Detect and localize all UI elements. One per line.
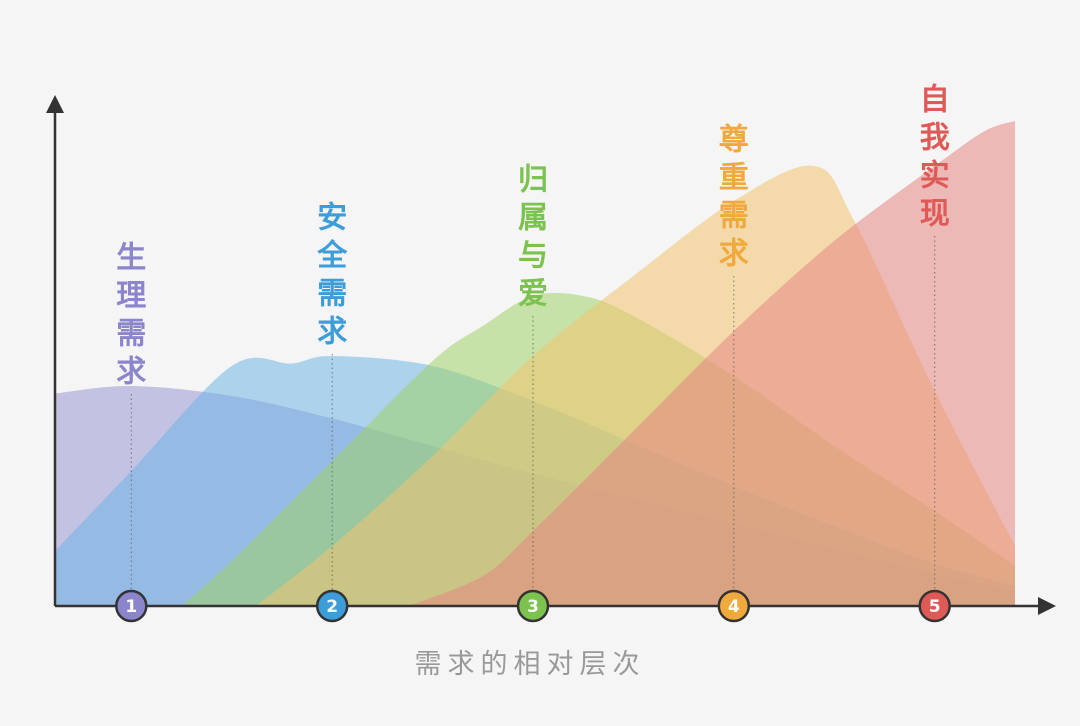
- level-markers-group: 1 2 3 4 5: [115, 589, 951, 623]
- level-marker-circle: [717, 589, 751, 623]
- level-marker-number: 3: [527, 597, 539, 617]
- series-label-char: 自: [920, 83, 950, 118]
- series-label-char: 实: [920, 159, 950, 194]
- level-marker-1: 1: [115, 589, 148, 623]
- x-axis-arrow: [1038, 597, 1056, 615]
- series-label-char: 归: [518, 163, 548, 198]
- series-label-char: 全: [316, 239, 348, 274]
- series-label-char: 需: [317, 277, 347, 312]
- series-label-char: 求: [719, 237, 749, 272]
- level-marker-5: 5: [918, 589, 951, 623]
- series-label-char: 理: [116, 279, 146, 314]
- level-marker-2: 2: [315, 589, 349, 623]
- series-label-char: 求: [116, 355, 146, 390]
- level-marker-4: 4: [717, 589, 751, 623]
- series-label-char: 需: [719, 199, 749, 234]
- level-marker-number: 1: [125, 597, 137, 617]
- series-label-char: 我: [920, 121, 950, 156]
- series-label-char: 重: [719, 161, 749, 196]
- level-marker-circle: [115, 589, 148, 623]
- series-label-char: 安: [317, 201, 347, 236]
- series-label-char: 尊: [719, 123, 749, 158]
- x-axis-title: 需求的相对层次: [415, 649, 646, 680]
- series-label-char: 需: [116, 317, 146, 352]
- level-marker-number: 2: [326, 597, 338, 617]
- area-series-5: [408, 121, 1015, 606]
- area-series-group: [55, 121, 1016, 606]
- series-label-char: 求: [317, 315, 347, 350]
- level-marker-circle: [315, 589, 349, 623]
- level-marker-3: 3: [516, 589, 550, 623]
- series-label-char: 生: [116, 241, 146, 276]
- level-marker-number: 5: [929, 597, 941, 617]
- guide-lines-group: [130, 236, 936, 590]
- series-label-char: 属: [518, 201, 548, 236]
- level-marker-number: 4: [728, 597, 740, 617]
- series-label-char: 与: [518, 239, 548, 274]
- y-axis-arrow: [46, 95, 64, 113]
- series-label-char: 现: [920, 197, 950, 232]
- level-marker-circle: [516, 589, 550, 623]
- level-marker-circle: [918, 589, 951, 623]
- series-label-char: 爱: [518, 277, 548, 312]
